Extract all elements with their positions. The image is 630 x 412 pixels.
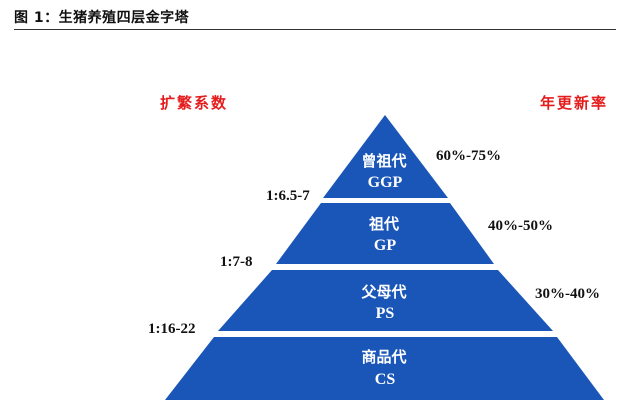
tier-cs-name: 商品代	[361, 348, 406, 366]
expansion-coefficient-header: 扩繁系数	[160, 94, 229, 112]
tier-ggp-name: 曾祖代	[361, 152, 406, 170]
tier-gp-code: GP	[374, 237, 396, 254]
tier-gp-name: 祖代	[368, 215, 399, 233]
ratio-gp-ps: 1:7-8	[220, 254, 253, 270]
renewal-rate-ggp: 60%-75%	[436, 148, 501, 164]
annual-renewal-rate-header: 年更新率	[540, 94, 609, 112]
tier-ggp-shape	[323, 115, 448, 198]
tier-gp-shape	[276, 203, 494, 264]
tier-cs-code: CS	[375, 371, 396, 388]
ratio-ggp-gp: 1:6.5-7	[266, 188, 310, 204]
tier-ps-code: PS	[376, 305, 395, 322]
title-underline	[14, 29, 616, 30]
tier-ggp-code: GGP	[368, 174, 403, 191]
tier-ps-shape	[218, 270, 553, 331]
tier-ps-name: 父母代	[360, 283, 406, 301]
tier-cs-shape	[165, 337, 604, 400]
figure-title: 图 1：生猪养殖四层金字塔	[14, 10, 190, 26]
renewal-rate-gp: 40%-50%	[488, 218, 553, 234]
renewal-rate-ps: 30%-40%	[535, 286, 600, 302]
ratio-ps-cs: 1:16-22	[148, 321, 196, 337]
